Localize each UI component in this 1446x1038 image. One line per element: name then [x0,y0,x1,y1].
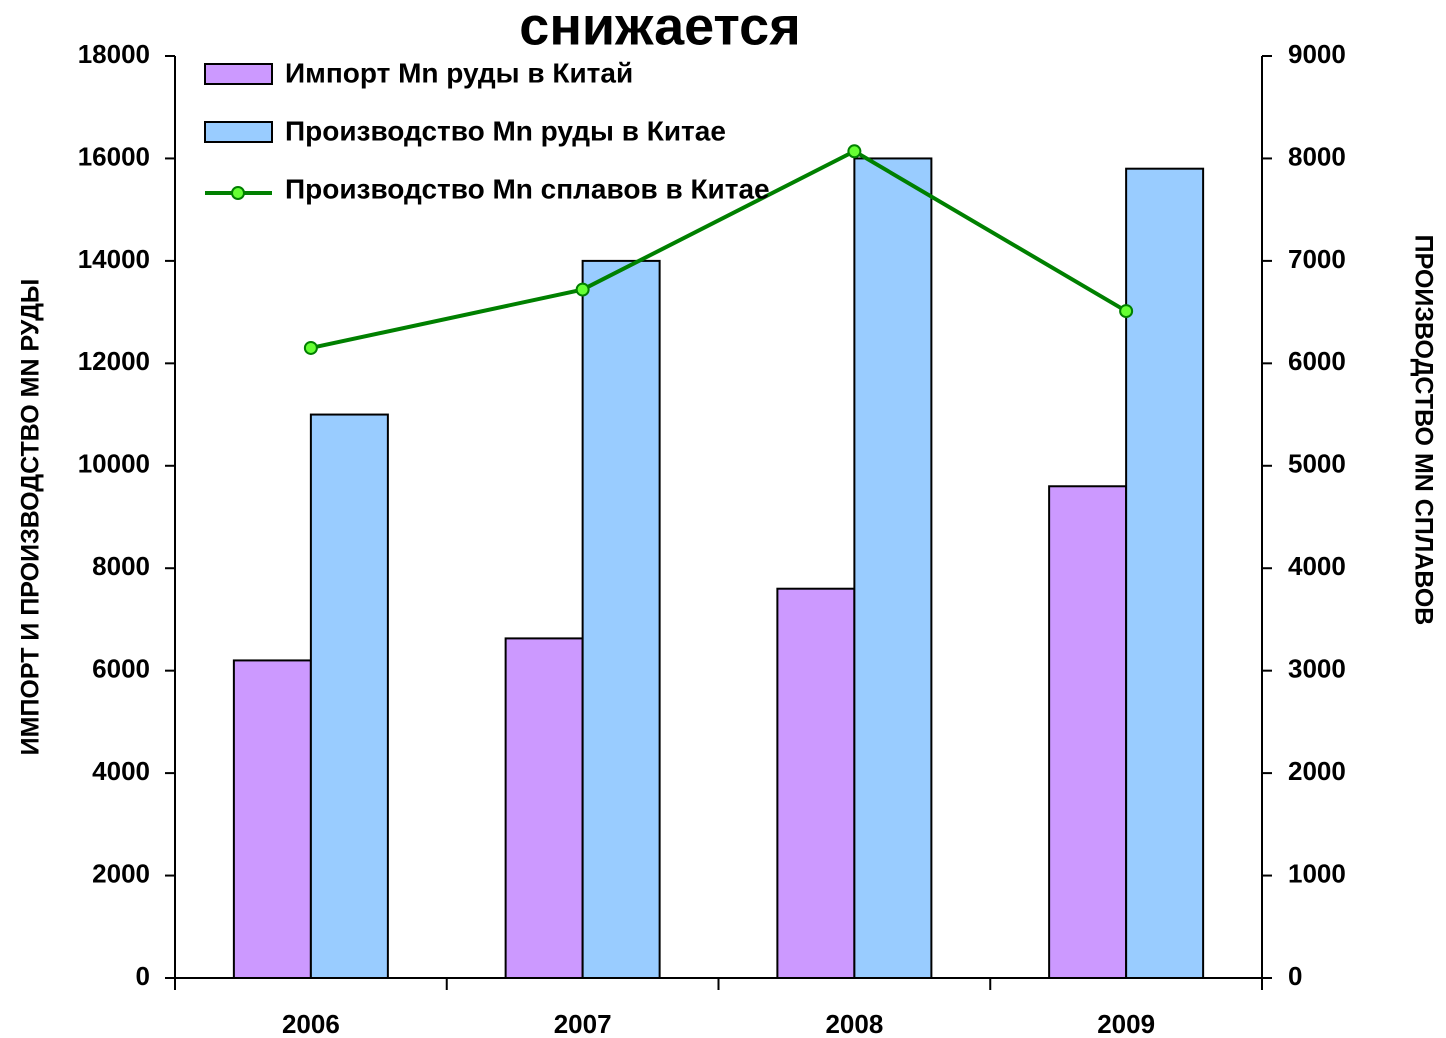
bar [1048,485,1128,979]
y-axis-label: ИМПОРТ И ПРОИЗВОДСТВО MN РУДЫ [17,279,45,756]
y2-tick-label: 5000 [1288,449,1346,479]
x-tick-label: 2006 [282,1009,340,1038]
y-tick-label: 2000 [92,858,150,888]
chart-title: снижается [519,0,800,56]
y2-tick-label: 2000 [1288,756,1346,786]
line-marker [1119,304,1134,319]
bar [776,587,856,979]
y2-tick-label: 6000 [1288,346,1346,376]
y2-tick-label: 8000 [1288,141,1346,171]
x-tick-label: 2009 [1097,1009,1155,1038]
y2-tick-label: 1000 [1288,858,1346,888]
y2-tick-label: 0 [1288,961,1302,991]
y-tick-label: 16000 [78,141,150,171]
y-tick-label: 8000 [92,551,150,581]
y-tick-label: 10000 [78,449,150,479]
legend-label: Импорт Mn руды в Китай [285,57,633,88]
legend-label: Производство Mn сплавов в Китае [285,173,770,204]
line-marker [303,340,318,355]
line-marker [575,282,590,297]
y2-tick-label: 7000 [1288,244,1346,274]
y-tick-label: 6000 [92,654,150,684]
line-marker [847,144,862,159]
line-series [310,148,1128,350]
bar [1125,167,1205,979]
bar [232,659,312,980]
y-tick-label: 12000 [78,346,150,376]
legend-label: Производство Mn руды в Китае [285,115,726,146]
bar [309,413,389,979]
y-tick-label: 0 [136,961,150,991]
y-tick-label: 14000 [78,244,150,274]
bar [853,157,933,979]
y-tick-label: 4000 [92,756,150,786]
x-tick-label: 2007 [554,1009,612,1038]
y2-tick-label: 4000 [1288,551,1346,581]
y2-tick-label: 3000 [1288,654,1346,684]
legend-swatch [204,63,273,85]
bar [504,637,584,979]
y-tick-label: 18000 [78,39,150,69]
y2-axis-label: ПРОИЗВОДСТВО MN СПЛАВОВ [1409,235,1437,626]
y2-tick-label: 9000 [1288,39,1346,69]
legend-marker [231,186,245,200]
bar [581,259,661,979]
x-tick-label: 2008 [825,1009,883,1038]
legend-swatch [204,121,273,143]
